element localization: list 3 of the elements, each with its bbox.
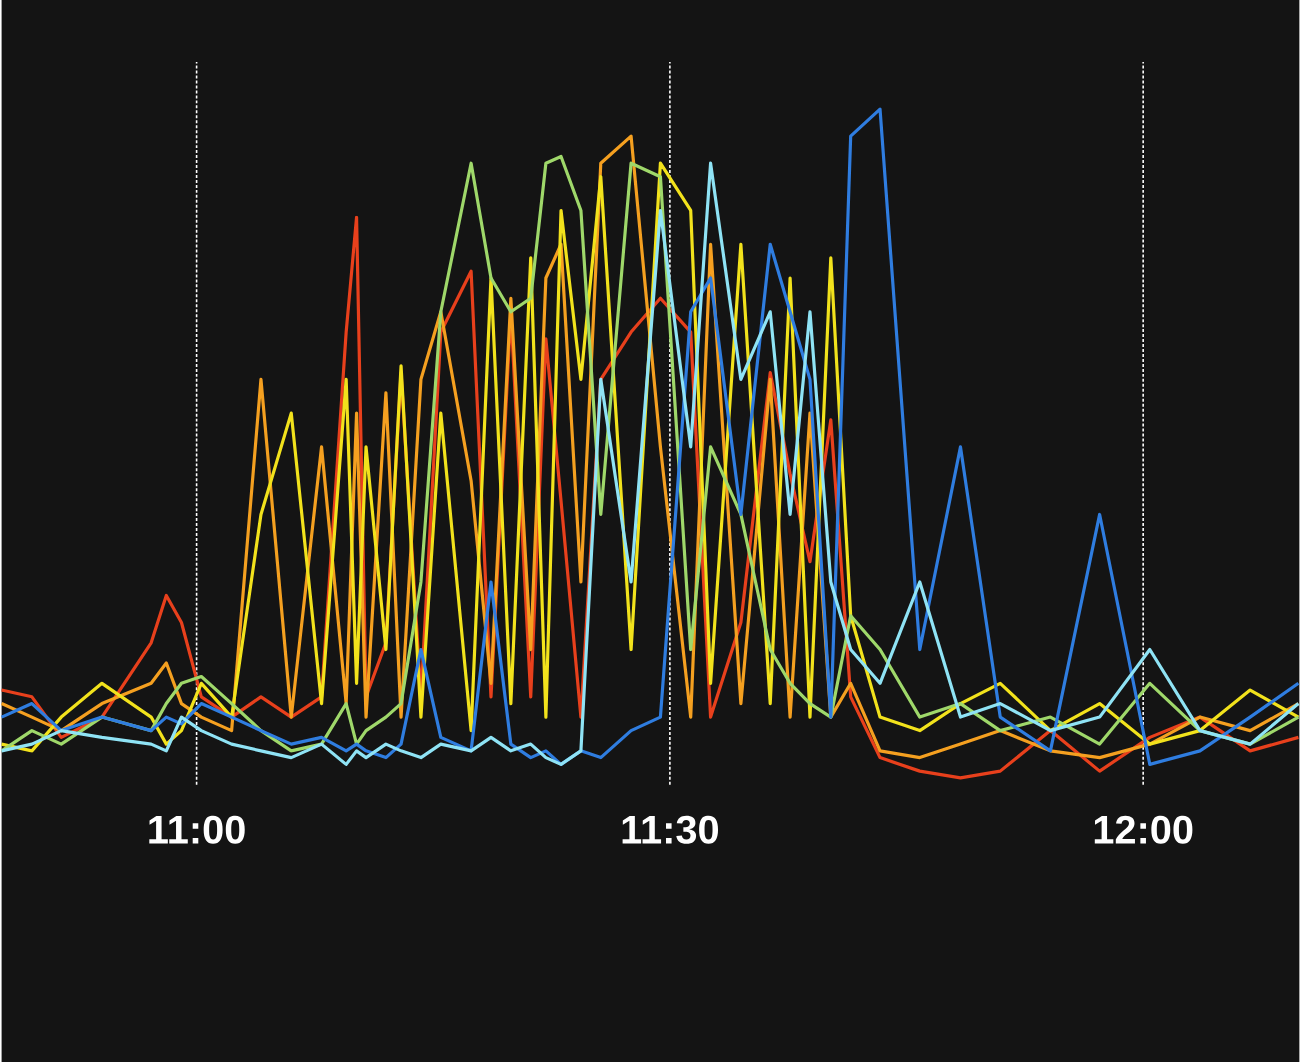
x-tick-label: 11:00 <box>149 815 245 844</box>
x-tick-label: 12:00 <box>1094 815 1193 844</box>
x-tick-label: 11:30 <box>622 815 719 844</box>
